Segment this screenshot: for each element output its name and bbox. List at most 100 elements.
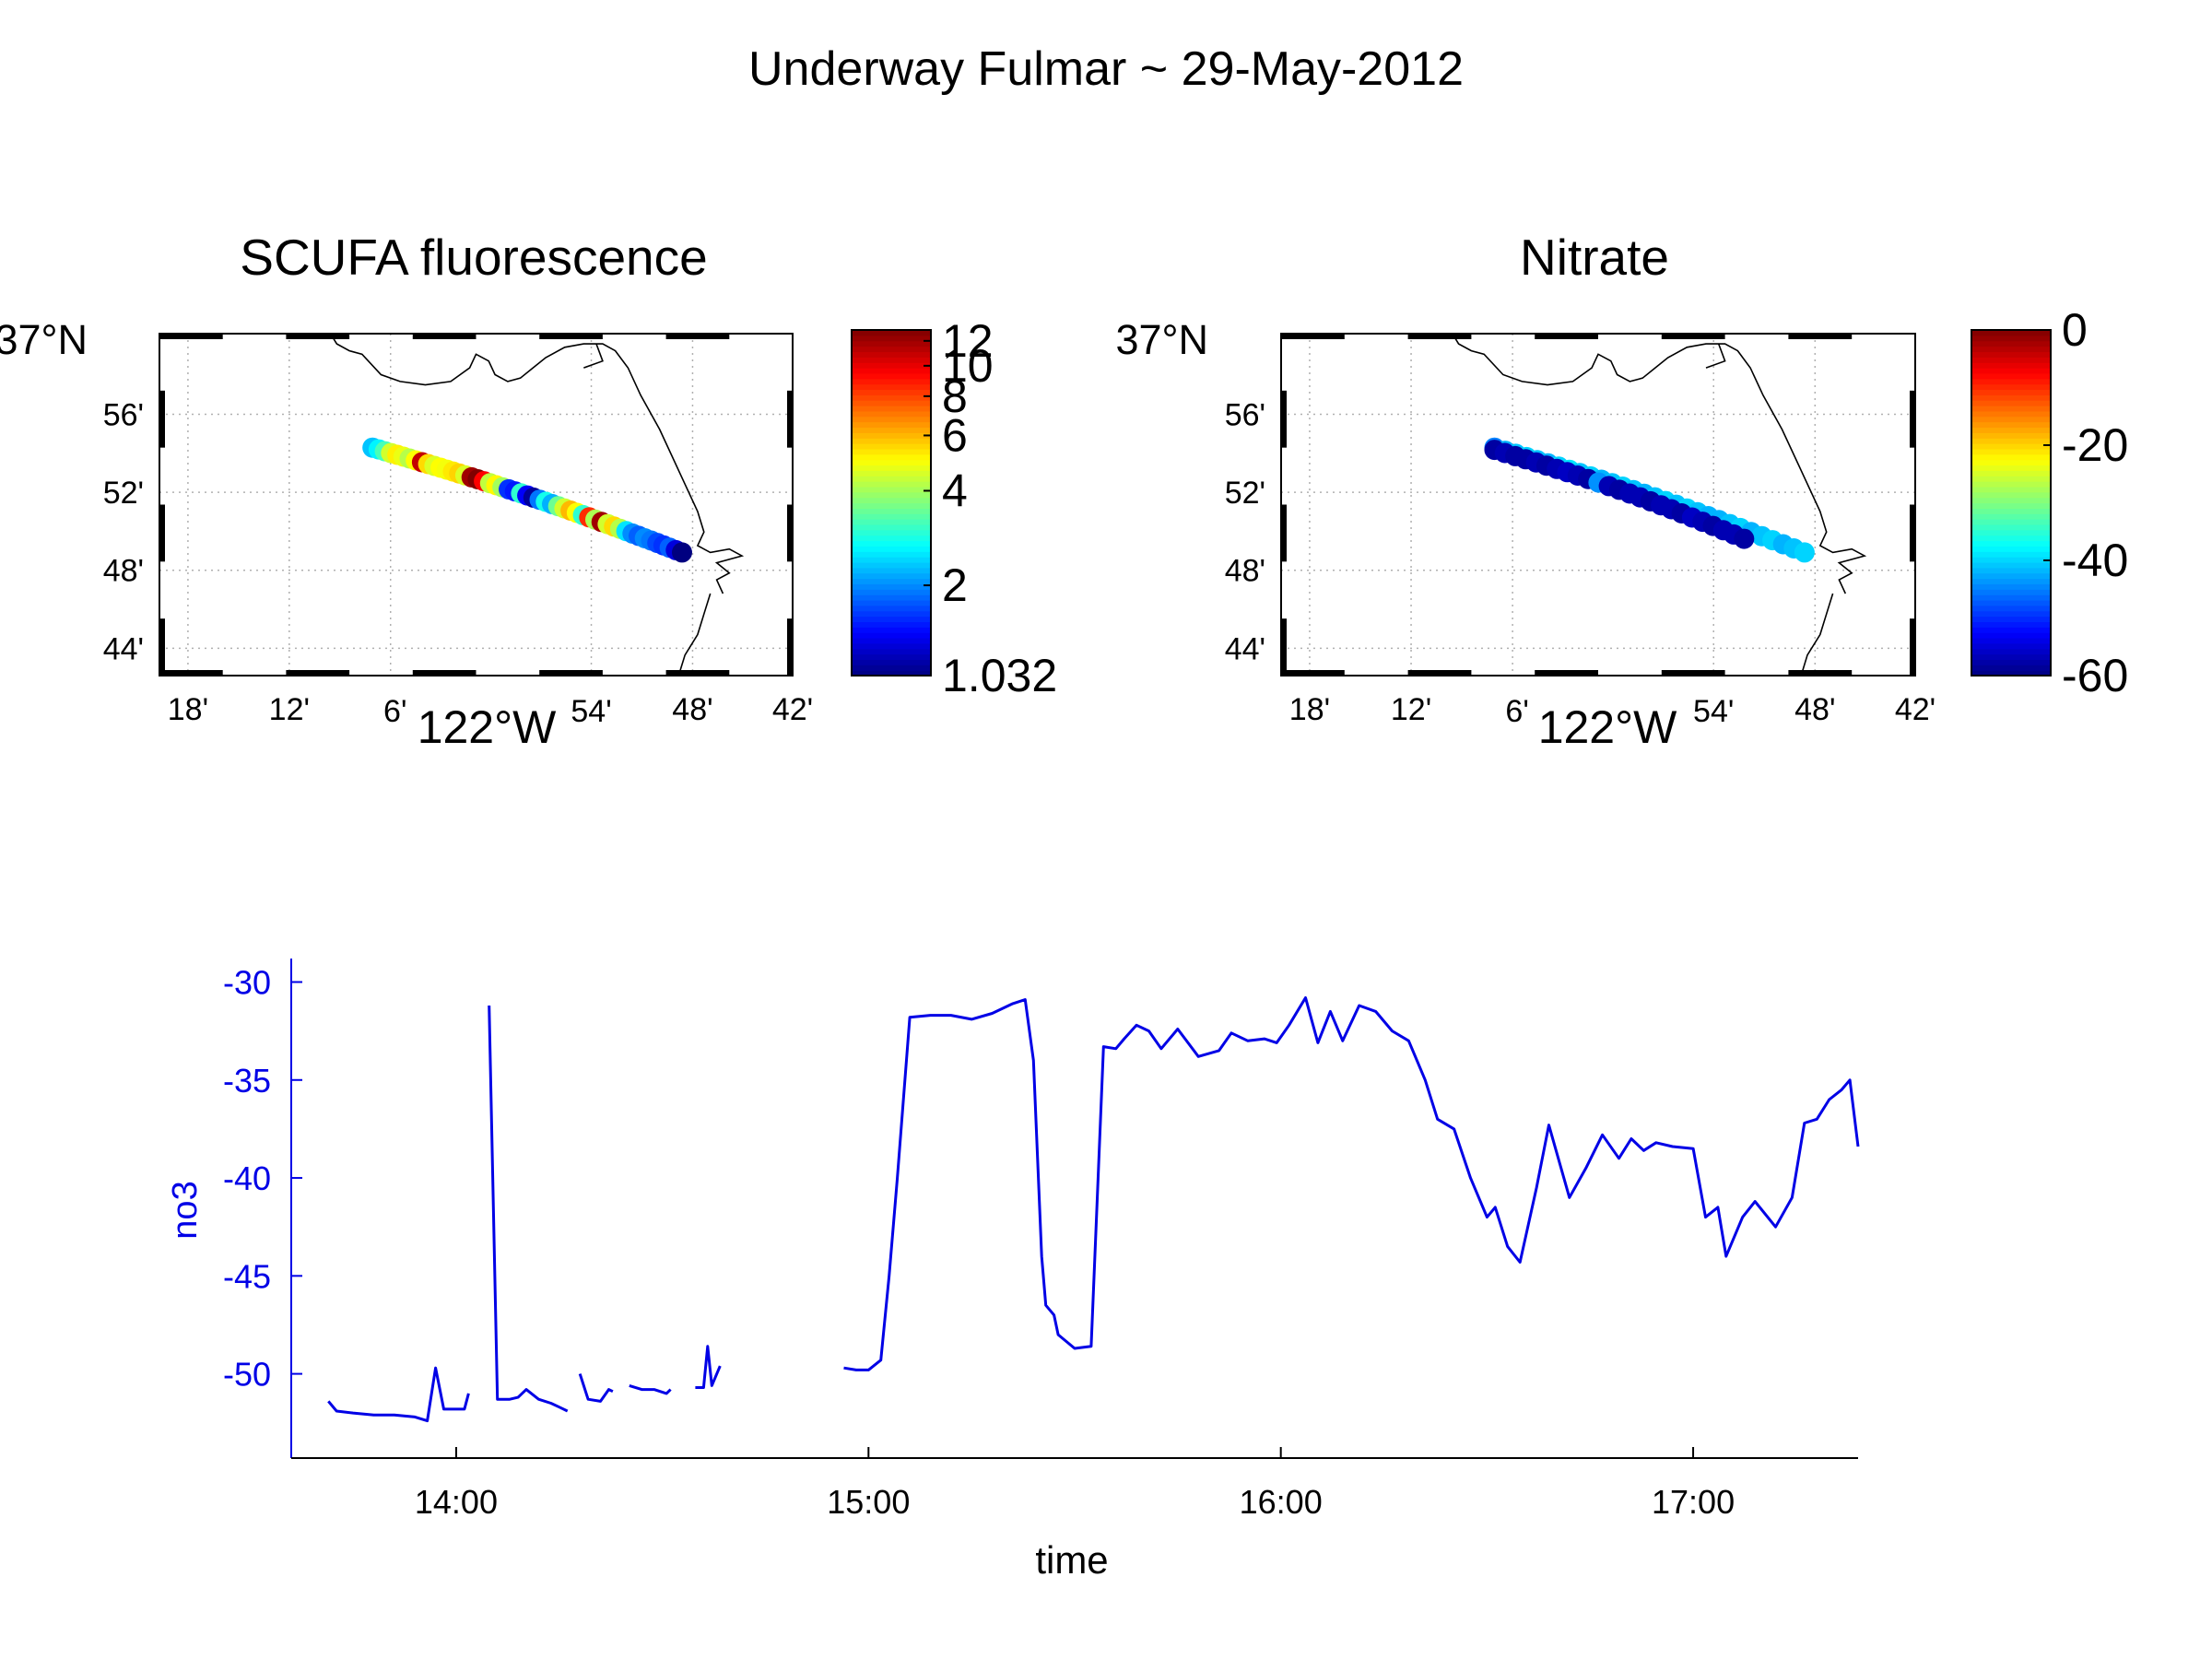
colorbar-swatch (1971, 400, 2051, 406)
no3-y-ticks: -30 -35 -40 -45 -50 (223, 964, 302, 1394)
map-border-segment (159, 618, 165, 676)
colorbar-swatch (1971, 335, 2051, 342)
fluorescence-map-title: SCUFA fluorescence (240, 229, 707, 286)
colorbar-swatch (852, 502, 931, 509)
no3-y-axis-label: no3 (166, 1181, 205, 1239)
colorbar-swatch (852, 648, 931, 655)
colorbar-swatch (1971, 567, 2051, 574)
fluorescence-map-coastline (329, 333, 745, 677)
nitrate-map-frame (1280, 333, 1916, 677)
colorbar-swatch (1971, 621, 2051, 628)
nitrate-lat-top-label: 37°N (1115, 316, 1208, 363)
map-border-segment (787, 390, 793, 448)
colorbar-tick-label: 0 (2062, 304, 2088, 356)
map-border-segment (159, 334, 223, 339)
colorbar-swatch (1971, 610, 2051, 618)
colorbar-swatch (852, 616, 931, 623)
coastline (329, 333, 745, 594)
no3-line-segment (488, 1005, 569, 1413)
lat-tick-label: 56' (103, 398, 144, 433)
colorbar-swatch (852, 665, 931, 671)
colorbar-swatch (852, 389, 931, 395)
colorbar-swatch (1971, 605, 2051, 612)
nitrate-track (1484, 437, 1815, 563)
track-point (672, 542, 692, 563)
coastline (677, 593, 712, 677)
no3-y-tick-label: -45 (223, 1257, 271, 1295)
colorbar-swatch (1971, 540, 2051, 547)
nitrate-map-panel: Nitrate 37°N 44' 48' 52' 56' 18' 12' 6' 54' 48'… (1115, 229, 2128, 753)
colorbar-swatch (1971, 665, 2051, 671)
map-border-segment (1281, 670, 1345, 676)
colorbar-swatch (852, 465, 931, 471)
colorbar-swatch (1971, 383, 2051, 391)
colorbar-swatch (852, 491, 931, 499)
fluorescence-lon-center-label: 122°W (418, 701, 557, 753)
colorbar-swatch (852, 427, 931, 433)
colorbar-tick-label: 2 (942, 559, 968, 611)
colorbar-swatch (852, 330, 931, 336)
colorbar-swatch (852, 351, 931, 358)
colorbar-swatch (852, 486, 931, 493)
colorbar-swatch (1971, 648, 2051, 655)
track-point (1794, 542, 1815, 563)
lat-tick-label: 52' (103, 476, 144, 511)
lon-tick-label: 54' (571, 694, 611, 729)
colorbar-swatch (852, 621, 931, 628)
colorbar-swatch (1971, 594, 2051, 601)
map-border-segment (1661, 334, 1725, 339)
lon-tick-label: 18' (168, 692, 208, 727)
colorbar-swatch (852, 481, 931, 488)
colorbar-swatch (852, 632, 931, 639)
colorbar-swatch (852, 443, 931, 450)
colorbar-frame (851, 329, 932, 677)
coastline (583, 343, 604, 369)
fluorescence-map-panel: SCUFA fluorescence 37°N 44' 48' 52' 56' 18'… (0, 229, 1057, 753)
no3-line-segment (327, 1366, 470, 1423)
lon-tick-label: 54' (1693, 694, 1734, 729)
colorbar-swatch (852, 372, 931, 380)
lon-tick-label: 48' (1794, 692, 1835, 727)
map-border-segment (1910, 504, 1915, 562)
no3-y-tick-label: -30 (223, 964, 271, 1002)
no3-x-tick-label: 17:00 (1652, 1483, 1735, 1521)
fluorescence-colorbar (851, 329, 932, 677)
map-border-segment (787, 504, 793, 562)
colorbar-swatch (852, 546, 931, 552)
nitrate-map-title: Nitrate (1520, 229, 1669, 286)
colorbar-swatch (852, 589, 931, 595)
colorbar-swatch (1971, 529, 2051, 536)
no3-x-tick-label: 15:00 (827, 1483, 910, 1521)
colorbar-swatch (852, 524, 931, 531)
colorbar-swatch (1971, 330, 2051, 336)
nitrate-lat-ticks: 44' 48' 52' 56' (1225, 398, 1265, 667)
no3-x-tick-label: 16:00 (1240, 1483, 1323, 1521)
no3-y-tick-label: -50 (223, 1356, 271, 1394)
no3-y-tick-label: -35 (223, 1062, 271, 1100)
lat-tick-label: 48' (103, 554, 144, 589)
colorbar-swatch (1971, 368, 2051, 374)
map-border-segment (1281, 390, 1287, 448)
lon-tick-label: 48' (672, 692, 712, 727)
map-border-segment (1281, 504, 1287, 562)
no3-x-tick-label: 14:00 (415, 1483, 498, 1521)
colorbar-swatch (852, 368, 931, 374)
map-border-segment (159, 390, 165, 448)
colorbar-swatch (1971, 659, 2051, 665)
colorbar-swatch (852, 551, 931, 558)
map-border-segment (1910, 390, 1915, 448)
colorbar-swatch (1971, 519, 2051, 525)
figure-title: Underway Fulmar ~ 29-May-2012 (748, 42, 1464, 96)
colorbar-swatch (1971, 589, 2051, 595)
map-border-segment (1281, 334, 1345, 339)
colorbar-swatch (1971, 599, 2051, 606)
colorbar-swatch (1971, 470, 2051, 477)
colorbar-swatch (1971, 346, 2051, 353)
colorbar-swatch (852, 659, 931, 665)
colorbar-swatch (1971, 632, 2051, 639)
map-border-segment (159, 504, 165, 562)
lon-tick-label: 18' (1289, 692, 1330, 727)
map-border-segment (539, 670, 603, 676)
colorbar-swatch (852, 410, 931, 418)
